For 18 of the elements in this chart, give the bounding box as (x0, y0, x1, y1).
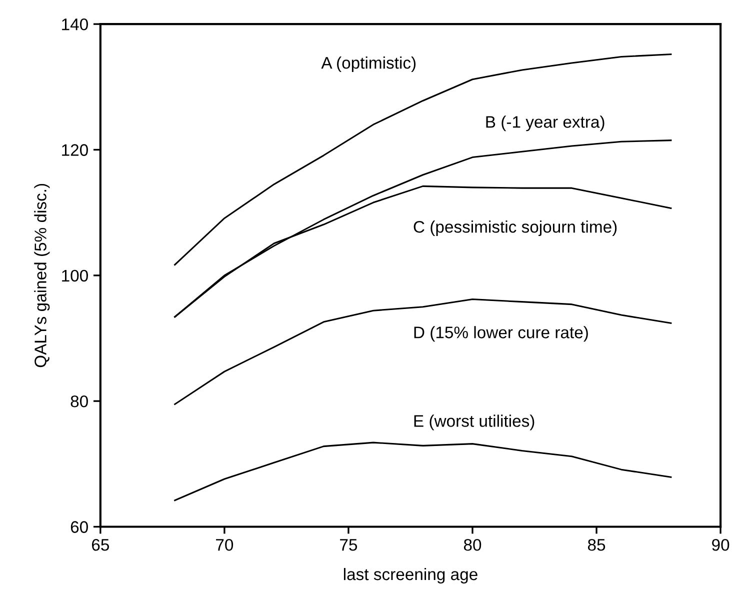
y-axis-title: QALYs gained (5% disc.) (34, 184, 50, 368)
y-tick-label: 80 (70, 395, 88, 408)
series-label: B (-1 year extra) (486, 116, 604, 132)
x-tick-label: 65 (92, 538, 109, 551)
x-tick-label: 75 (340, 539, 358, 551)
x-axis-title: last screening age (344, 568, 478, 584)
x-tick-label: 70 (216, 538, 234, 551)
y-tick-label: 100 (62, 270, 88, 282)
series-label: A (optimistic) (321, 56, 416, 72)
x-tick-label: 80 (464, 538, 482, 551)
y-tick-label: 120 (62, 144, 88, 156)
series-label: E (worst utilities) (414, 414, 534, 430)
x-tick-label: 90 (712, 538, 730, 551)
y-tick-label: 60 (70, 521, 88, 533)
series-label: D (15% lower cure rate) (414, 326, 588, 342)
series-label: C (pessimistic sojourn time) (414, 220, 617, 236)
x-tick-label: 85 (588, 538, 606, 551)
y-tick-label: 140 (62, 18, 88, 30)
